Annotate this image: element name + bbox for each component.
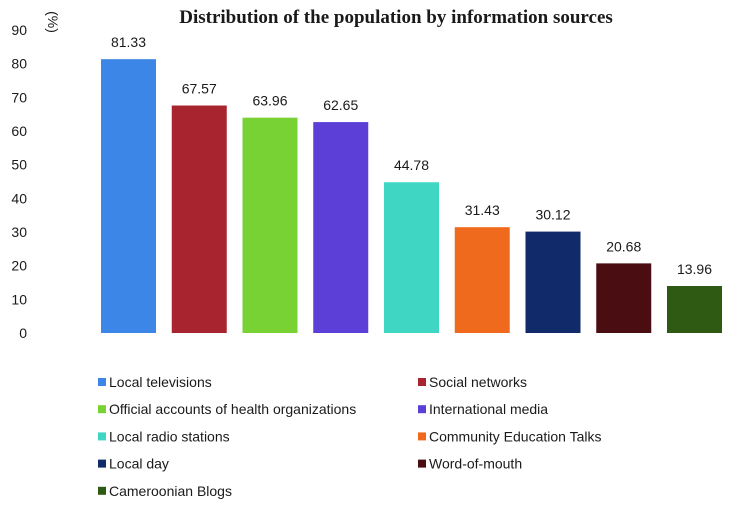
bar	[525, 231, 581, 333]
data-label: 62.65	[323, 97, 358, 113]
legend-swatch	[98, 378, 106, 386]
legend-label: Social networks	[429, 374, 527, 390]
legend-item: Official accounts of health organization…	[98, 401, 356, 417]
bar	[667, 286, 722, 333]
legend-swatch	[418, 459, 426, 468]
y-tick-label: 0	[19, 325, 27, 341]
bar	[101, 59, 156, 334]
data-label: 13.96	[677, 261, 712, 277]
y-axis-label: (%)	[45, 11, 61, 33]
y-tick-label: 10	[11, 291, 27, 307]
legend-item: Community Education Talks	[418, 428, 601, 444]
legend-label: Local day	[109, 456, 169, 472]
y-tick-label: 30	[11, 224, 27, 240]
legend-swatch	[418, 378, 426, 386]
bar	[384, 182, 439, 333]
legend-item: Word-of-mouth	[418, 456, 522, 472]
legend-item: Social networks	[418, 374, 527, 390]
data-label: 44.78	[394, 157, 429, 173]
y-tick-label: 60	[11, 123, 27, 139]
bars	[101, 59, 722, 334]
legend-item: International media	[418, 401, 548, 417]
bar	[242, 117, 298, 333]
chart-title: Distribution of the population by inform…	[179, 7, 613, 28]
bar	[454, 227, 510, 333]
y-tick-label: 70	[11, 89, 27, 105]
legend-swatch	[418, 432, 426, 441]
data-labels: 81.33 67.57 63.96 62.65 44.78 31.43 30.12 20.68…	[111, 34, 712, 277]
legend-item: Local day	[98, 456, 169, 472]
data-label: 81.33	[111, 34, 146, 50]
y-tick-label: 20	[11, 258, 27, 274]
data-label: 20.68	[606, 238, 641, 254]
legend-swatch	[98, 459, 106, 468]
legend-swatch	[98, 486, 106, 495]
y-tick-label: 80	[11, 56, 27, 72]
y-axis-ticks: 0 10 20 30 40 50 60 70 80 90	[11, 22, 27, 341]
data-label: 63.96	[252, 93, 287, 109]
legend-label: Official accounts of health organization…	[109, 401, 356, 417]
legend-label: Community Education Talks	[429, 428, 601, 444]
data-label: 30.12	[535, 207, 570, 223]
y-tick-label: 40	[11, 190, 27, 206]
data-label: 67.57	[182, 81, 217, 97]
legend-swatch	[98, 432, 106, 441]
legend-label: Local radio stations	[109, 428, 230, 444]
y-tick-label: 90	[11, 22, 27, 38]
legend-item: Cameroonian Blogs	[98, 483, 232, 499]
legend-label: Local televisions	[109, 374, 212, 390]
bar	[596, 263, 652, 333]
legend-item: Local radio stations	[98, 428, 230, 444]
y-tick-label: 50	[11, 157, 27, 173]
legend: Local televisions Social networks Official…	[98, 374, 601, 499]
legend-label: Word-of-mouth	[429, 456, 522, 472]
legend-item: Local televisions	[98, 374, 212, 390]
bar	[171, 105, 227, 333]
legend-swatch	[418, 405, 426, 414]
legend-swatch	[98, 405, 106, 414]
bar	[313, 122, 369, 333]
legend-label: Cameroonian Blogs	[109, 483, 232, 499]
legend-label: International media	[429, 401, 548, 417]
data-label: 31.43	[465, 202, 500, 218]
